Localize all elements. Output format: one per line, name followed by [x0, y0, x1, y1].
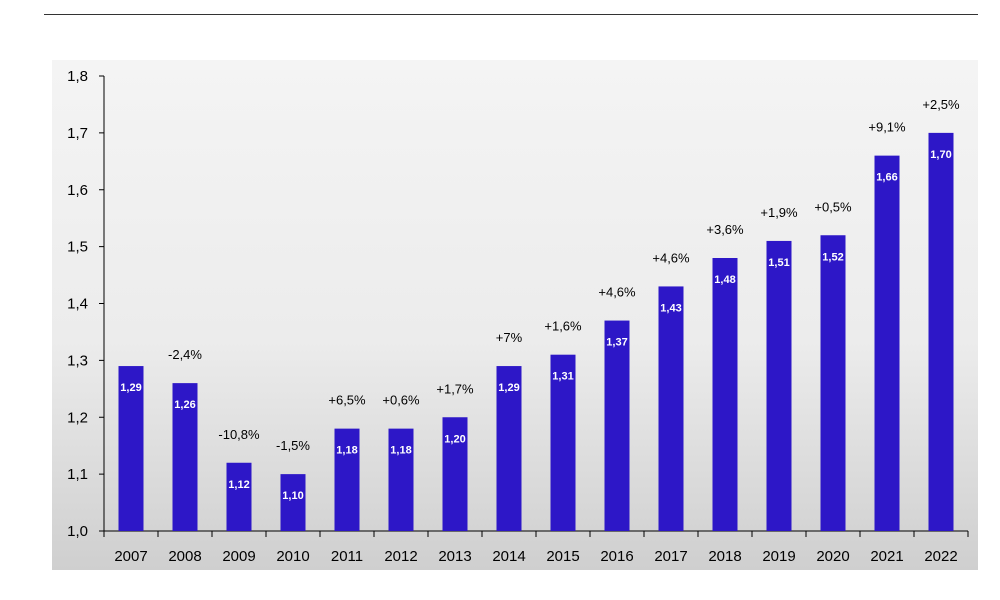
change-label-2016: +4,6% — [598, 285, 636, 300]
change-label-2008: -2,4% — [168, 347, 202, 362]
y-tick-label: 1,7 — [67, 125, 88, 142]
x-tick-label-2021: 2021 — [870, 548, 903, 565]
value-label-2020: 1,52 — [822, 251, 843, 263]
value-label-2015: 1,31 — [552, 371, 573, 383]
bar-2014 — [496, 366, 522, 531]
value-label-2019: 1,51 — [768, 257, 789, 269]
change-label-2010: -1,5% — [276, 438, 310, 453]
change-label-2015: +1,6% — [544, 319, 582, 334]
top-rule — [44, 14, 978, 15]
y-tick-label: 1,8 — [67, 68, 88, 85]
bar-2011 — [334, 428, 360, 531]
value-label-2016: 1,37 — [606, 337, 627, 349]
bar-2018 — [712, 258, 738, 531]
change-label-2018: +3,6% — [706, 222, 744, 237]
change-label-2021: +9,1% — [868, 120, 906, 135]
bar-2019 — [766, 240, 792, 531]
change-label-2022: +2,5% — [922, 97, 960, 112]
y-tick-label: 1,0 — [67, 523, 88, 540]
x-tick-label-2007: 2007 — [114, 548, 147, 565]
change-label-2011: +6,5% — [328, 393, 366, 408]
value-label-2018: 1,48 — [714, 274, 735, 286]
change-label-2020: +0,5% — [814, 199, 852, 214]
x-tick-label-2010: 2010 — [276, 548, 309, 565]
bar-2022 — [928, 132, 954, 531]
x-tick-label-2016: 2016 — [600, 548, 633, 565]
x-tick-label-2011: 2011 — [331, 548, 363, 565]
value-label-2010: 1,10 — [282, 490, 303, 502]
bar-2007 — [118, 366, 144, 531]
bar-2009 — [226, 462, 252, 531]
value-label-2021: 1,66 — [876, 172, 897, 184]
y-tick-label: 1,4 — [67, 296, 88, 313]
value-label-2014: 1,29 — [498, 382, 519, 394]
value-label-2022: 1,70 — [930, 149, 951, 161]
x-tick-label-2018: 2018 — [708, 548, 741, 565]
value-label-2008: 1,26 — [174, 399, 195, 411]
y-tick-label: 1,6 — [67, 182, 88, 199]
x-tick-label-2014: 2014 — [492, 548, 525, 565]
change-label-2012: +0,6% — [382, 393, 420, 408]
change-label-2014: +7% — [496, 330, 523, 345]
y-tick-label: 1,5 — [67, 239, 88, 256]
y-axis: 1,0 1,1 1,2 1,3 1,4 1,5 1,6 1,7 1,8 — [67, 68, 105, 540]
x-axis: 2007 2008 2009 2010 2011 2012 2013 2014 2015 2016… — [103, 530, 969, 565]
bar-2020 — [820, 235, 846, 531]
x-tick-label-2022: 2022 — [924, 548, 957, 565]
bars — [118, 132, 954, 531]
change-label-2017: +4,6% — [652, 250, 690, 265]
x-tick-label-2009: 2009 — [222, 548, 255, 565]
bar-2008 — [172, 383, 198, 531]
labels: 1,29 1,26 -2,4% 1,12 -10,8% 1,10 -1,5% 1,18 +6,5… — [120, 97, 960, 502]
change-label-2019: +1,9% — [760, 205, 798, 220]
value-label-2007: 1,29 — [120, 382, 141, 394]
y-tick-label: 1,1 — [67, 466, 88, 483]
x-tick-label-2013: 2013 — [438, 548, 471, 565]
bar-2016 — [604, 320, 630, 531]
x-tick-label-2012: 2012 — [384, 548, 417, 565]
change-label-2009: -10,8% — [218, 427, 260, 442]
value-label-2012: 1,18 — [390, 445, 411, 457]
bar-2015 — [550, 354, 576, 531]
x-tick-label-2008: 2008 — [168, 548, 201, 565]
value-label-2017: 1,43 — [660, 302, 681, 314]
y-tick-label: 1,2 — [67, 409, 88, 426]
x-tick-label-2015: 2015 — [546, 548, 579, 565]
value-label-2009: 1,12 — [228, 479, 249, 491]
bar-2017 — [658, 286, 684, 531]
bar-2012 — [388, 428, 414, 531]
value-label-2013: 1,20 — [444, 433, 465, 445]
bar-2010 — [280, 474, 306, 531]
x-tick-label-2020: 2020 — [816, 548, 849, 565]
y-tick-label: 1,3 — [67, 352, 88, 369]
change-label-2013: +1,7% — [436, 381, 474, 396]
bar-2021 — [874, 155, 900, 531]
bar-2013 — [442, 417, 468, 531]
x-tick-label-2019: 2019 — [762, 548, 795, 565]
value-label-2011: 1,18 — [336, 445, 357, 457]
x-tick-label-2017: 2017 — [654, 548, 687, 565]
